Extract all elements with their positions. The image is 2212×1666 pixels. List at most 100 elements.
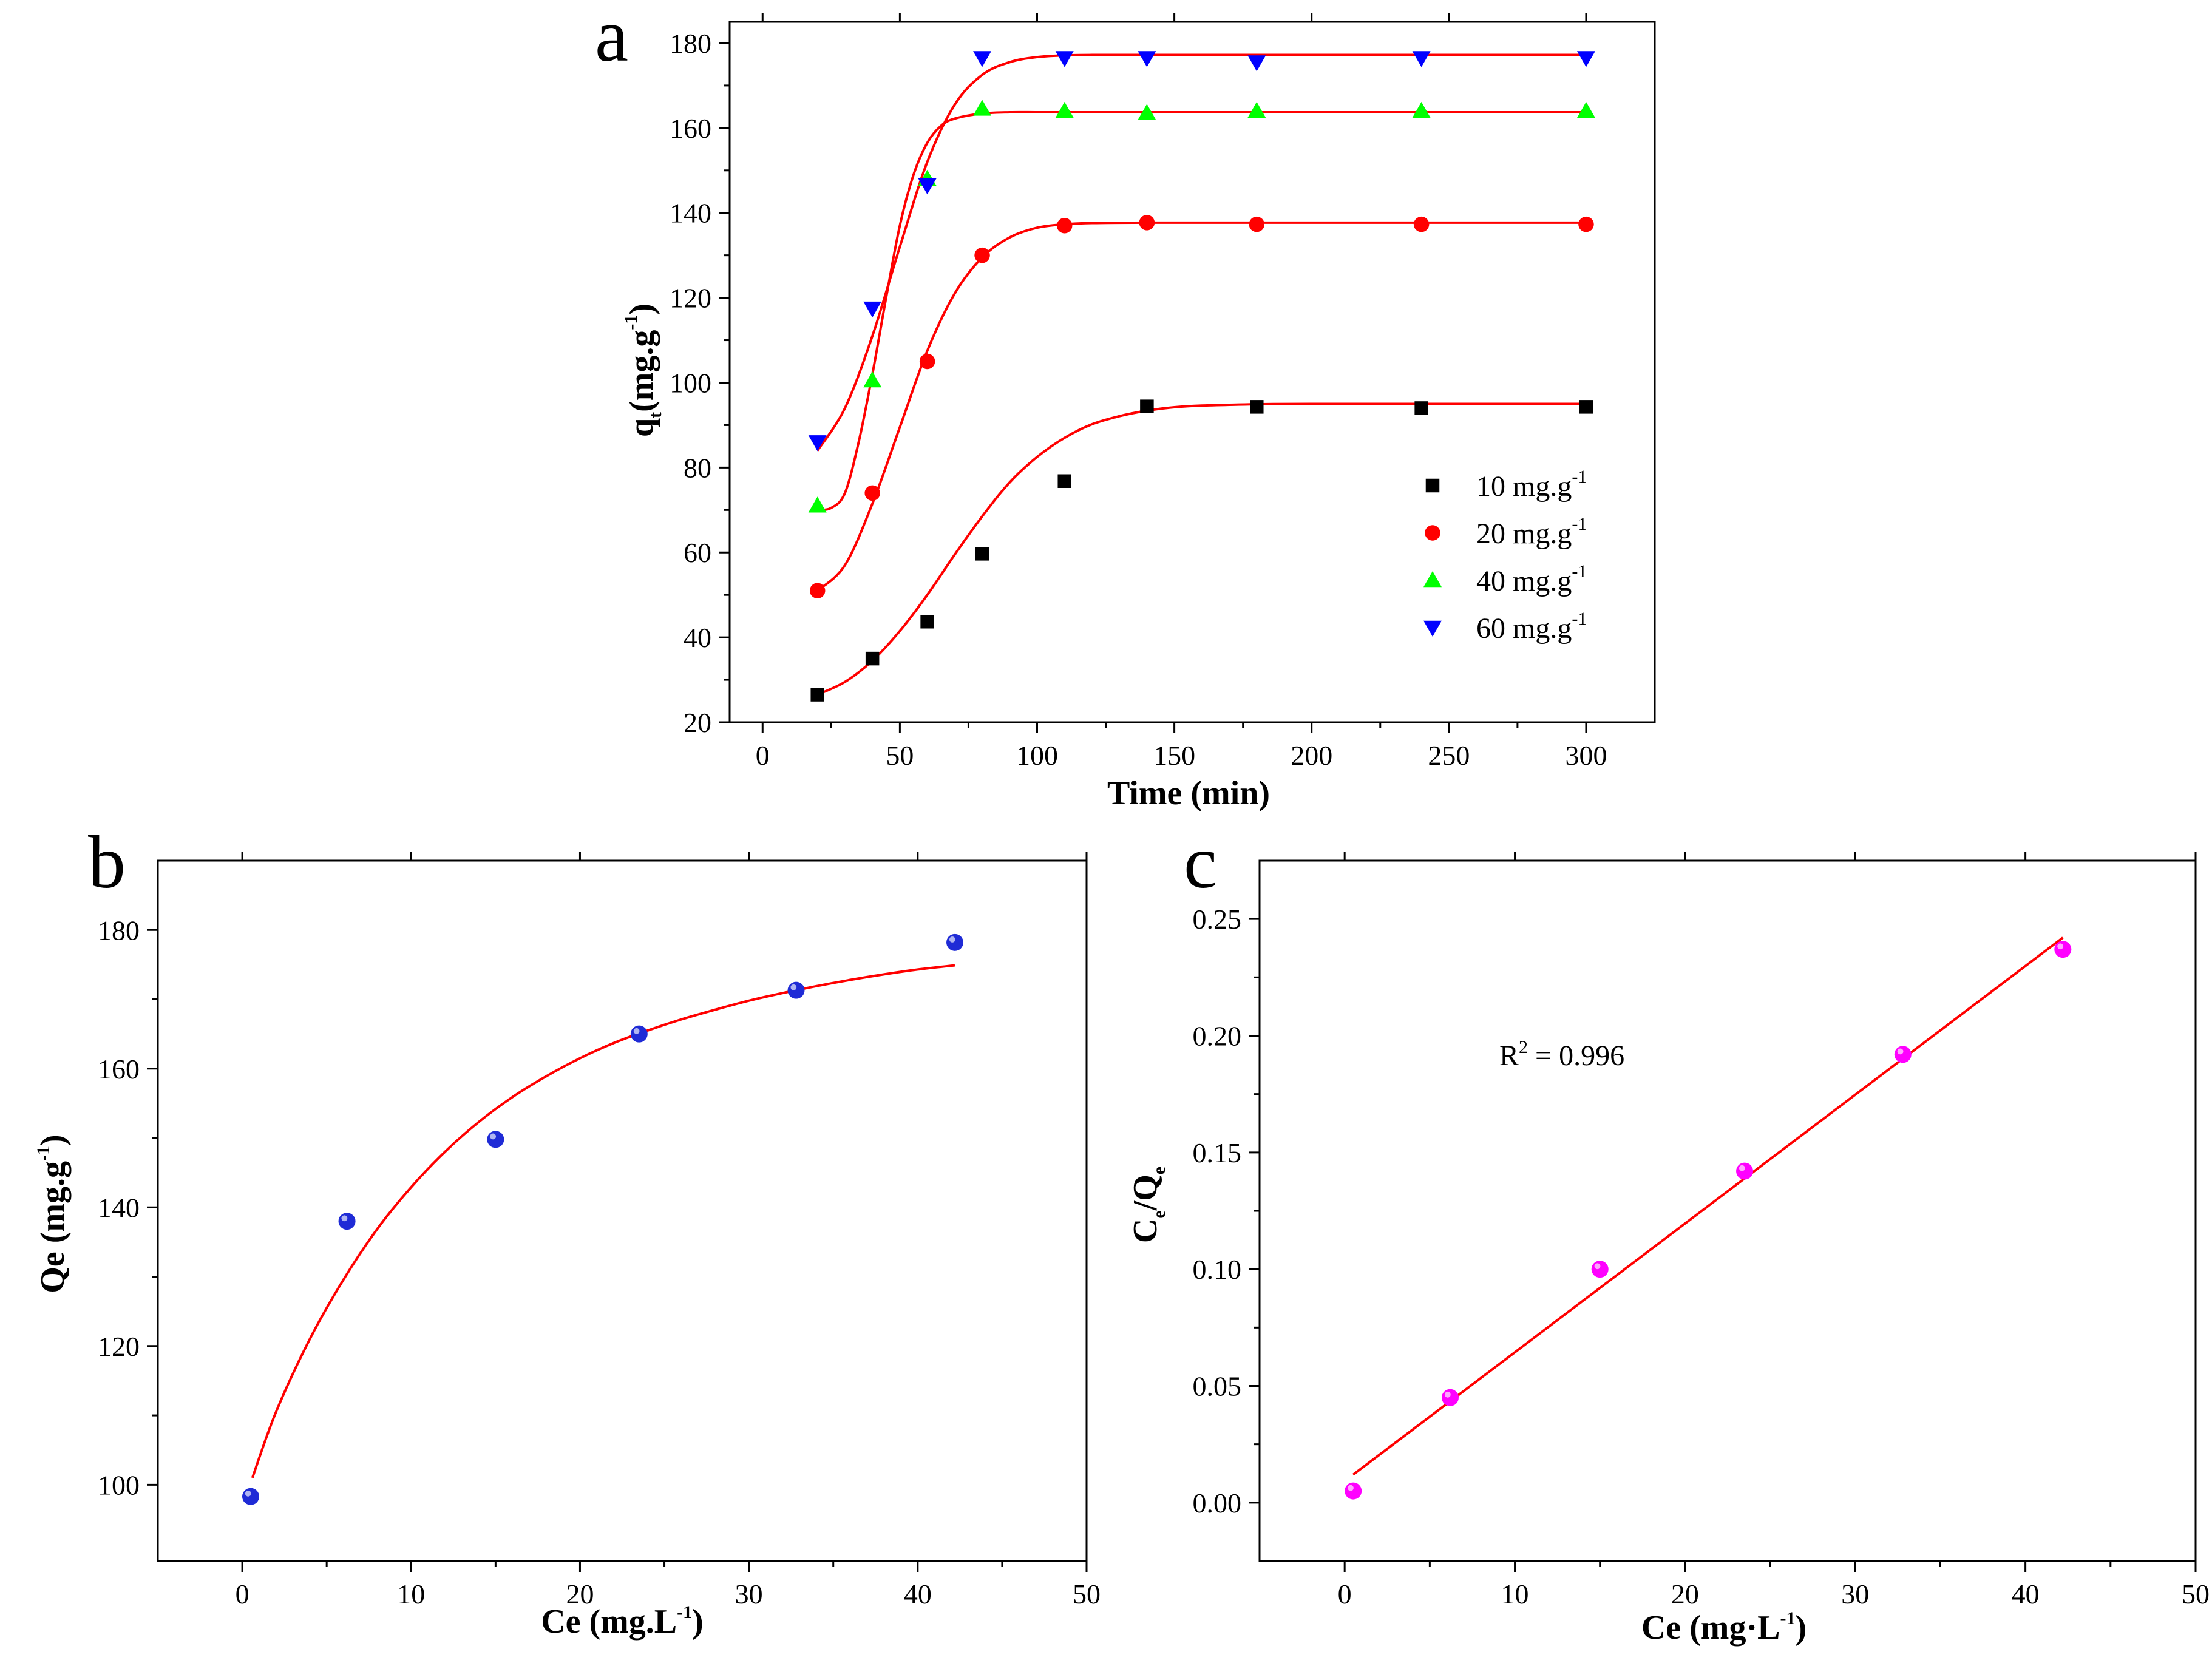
- legend-marker-a-1: [1425, 525, 1440, 541]
- x-tick-label-b: 30: [735, 1579, 763, 1610]
- data-point-a-series3: [808, 435, 827, 452]
- plot-frame-c: [1258, 859, 2197, 1562]
- data-point-a-series3: [973, 51, 992, 67]
- x-axis-title-b: Ce (mg.L-1): [541, 1602, 704, 1641]
- r-squared-sup: 2: [1519, 1037, 1528, 1057]
- data-point-a-series2: [1576, 101, 1595, 118]
- fit-curve-a-2: [817, 110, 1586, 512]
- data-point-b-highlight: [490, 1133, 497, 1140]
- legend-label-a-2-main: 40 mg.g: [1476, 565, 1572, 597]
- r-squared-main: R: [1499, 1040, 1519, 1072]
- y-axis-title-c-sub2: e: [1149, 1167, 1169, 1174]
- data-points-b: [242, 933, 964, 1505]
- y-tick-label-a: 20: [684, 707, 711, 738]
- data-point-a-series2: [1412, 101, 1431, 118]
- fit-curve-b-0: [251, 964, 955, 1478]
- data-points-c: [1345, 941, 2072, 1500]
- panel-label-b: b: [88, 821, 126, 904]
- x-tick-label-a: 250: [1428, 740, 1470, 771]
- x-tick-label-a: 200: [1291, 740, 1332, 771]
- y-tick-label-c: 0.15: [1193, 1137, 1242, 1168]
- data-point-b-highlight: [790, 984, 797, 990]
- x-tick-label-b: 40: [904, 1579, 932, 1610]
- y-axis-title-c-sub1: e: [1149, 1210, 1169, 1218]
- y-axis-title-b-sup: -1: [33, 1146, 53, 1161]
- data-points-a: [808, 51, 1595, 702]
- data-point-a-series0: [1579, 400, 1593, 414]
- y-tick-label-b: 160: [98, 1054, 140, 1085]
- data-point-b: [487, 1131, 504, 1148]
- data-point-c-highlight: [1348, 1485, 1354, 1491]
- panel-label-a: a: [595, 0, 628, 77]
- data-point-b: [630, 1025, 648, 1043]
- x-axis-title-c-end: ): [1795, 1609, 1807, 1647]
- data-point-a-series1: [809, 583, 826, 598]
- legend-label-a-2: 40 mg.g-1: [1476, 561, 1587, 597]
- fit-curve-a-3: [816, 53, 1586, 452]
- panel-c: c 0 10 20 30 40 50 0.00 0.05 0.10 0.15 0.20 0.25 R2…: [1127, 821, 2210, 1647]
- y-tick-label-c: 0.25: [1193, 904, 1242, 935]
- data-point-c-highlight: [1739, 1165, 1745, 1171]
- y-tick-label-a: 60: [684, 537, 711, 568]
- y-axis-title-a: qt(mg.g-1): [621, 303, 665, 437]
- x-tick-label-a: 300: [1565, 740, 1607, 771]
- y-tick-label-b: 120: [98, 1331, 140, 1362]
- x-tick-label-c: 50: [2182, 1579, 2210, 1610]
- y-tick-label-c: 0.20: [1193, 1021, 1242, 1052]
- data-point-a-series1: [1139, 215, 1155, 231]
- x-tick-label-b: 20: [566, 1579, 594, 1610]
- data-point-a-series2: [1247, 101, 1266, 118]
- y-axis-title-a-end: ): [623, 303, 660, 315]
- data-point-c-highlight: [2057, 943, 2064, 950]
- data-point-a-series3: [1247, 55, 1266, 72]
- data-point-a-series2: [973, 100, 992, 116]
- fit-curves-a: [816, 53, 1586, 696]
- legend-label-a-3: 60 mg.g-1: [1476, 609, 1587, 645]
- data-point-a-series0: [1414, 401, 1428, 415]
- x-axis-title-c: Ce (mg·L-1): [1641, 1608, 1807, 1647]
- y-axis-title-b: Qe (mg.g-1): [33, 1134, 72, 1293]
- legend-marker-a-3: [1423, 620, 1442, 637]
- y-tick-label-b: 180: [98, 915, 140, 946]
- y-axis-title-a-mid: (mg.g: [623, 330, 660, 412]
- y-axis-title-c: Ce/Qe: [1127, 1167, 1169, 1243]
- data-point-c: [1894, 1046, 1912, 1063]
- data-point-b-highlight: [949, 936, 955, 943]
- data-point-c-highlight: [1897, 1048, 1904, 1055]
- y-axis-title-a-main: q: [623, 418, 660, 437]
- data-point-a-series0: [1250, 400, 1264, 414]
- y-axis-title-a-sub: t: [645, 412, 665, 418]
- fit-curves-b: [251, 964, 955, 1478]
- legend-label-a-0: 10 mg.g-1: [1476, 467, 1587, 503]
- data-point-c: [1442, 1389, 1459, 1406]
- data-point-c-highlight: [1594, 1263, 1601, 1270]
- data-point-a-series2: [808, 496, 827, 513]
- x-tick-label-c: 40: [2012, 1579, 2040, 1610]
- data-point-a-series1: [864, 485, 880, 501]
- data-point-c-highlight: [1444, 1391, 1451, 1398]
- data-point-a-series3: [1138, 51, 1156, 67]
- y-tick-label-a: 160: [670, 113, 711, 144]
- data-point-a-series3: [1576, 51, 1595, 67]
- legend-label-a-2-sup: -1: [1572, 561, 1587, 581]
- y-tick-label-a: 100: [670, 367, 711, 398]
- x-tick-label-b: 50: [1073, 1579, 1101, 1610]
- x-tick-label-a: 50: [886, 740, 914, 771]
- legend-label-a-3-sup: -1: [1572, 609, 1587, 629]
- data-point-a-series1: [1249, 216, 1265, 232]
- data-point-b-highlight: [633, 1028, 640, 1034]
- y-tick-label-a: 140: [670, 198, 711, 229]
- axes-a: 0 50 100 150 200 250 300 20 40 60 80 100 120 140 160 18…: [670, 13, 1607, 771]
- fit-curve-c-0: [1352, 936, 2064, 1476]
- data-point-a-series1: [919, 353, 935, 370]
- legend-marker-a-2: [1423, 571, 1442, 588]
- data-point-a-series3: [863, 301, 882, 318]
- x-axis-title-b-main: Ce (mg.L: [541, 1603, 677, 1641]
- data-point-b: [338, 1213, 356, 1230]
- data-point-b: [242, 1488, 259, 1505]
- data-point-b-highlight: [245, 1490, 251, 1497]
- x-tick-label-c: 10: [1501, 1579, 1529, 1610]
- x-axis-title-b-sup: -1: [677, 1602, 692, 1622]
